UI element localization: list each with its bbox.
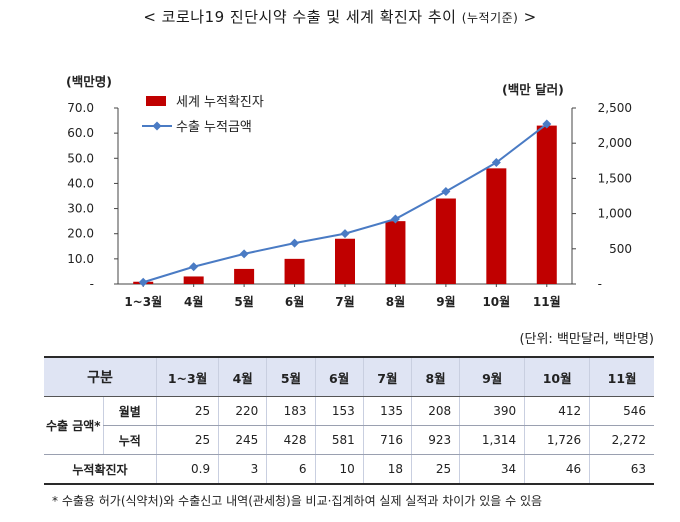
bar-confirmed-cases xyxy=(536,125,557,284)
table-header-cell: 구분 xyxy=(44,356,157,397)
y-left-axis-label: (백만명) xyxy=(66,74,112,89)
y-left-tick-label: 50.0 xyxy=(67,151,94,165)
x-tick-label: 6월 xyxy=(285,294,304,309)
table-cell: 135 xyxy=(362,396,412,426)
page-title: < 코로나19 진단시약 수출 및 세계 확진자 추이 (누적기준) > xyxy=(0,6,680,27)
y-right-tick-label: 1,000 xyxy=(598,207,632,221)
table-cell: 208 xyxy=(410,396,460,426)
table-header-row: 구분 1~3월 4월 5월 6월 7월 8월 9월 10월 11월 xyxy=(44,356,654,397)
table-cell: 6 xyxy=(266,454,316,485)
y-right-tick-label: - xyxy=(598,277,602,291)
table-cell: 2,272 xyxy=(589,425,654,455)
bar-confirmed-cases xyxy=(284,258,305,284)
table-cell: 220 xyxy=(218,396,267,426)
x-tick-label: 1~3월 xyxy=(124,294,162,309)
bar-confirmed-cases xyxy=(435,198,456,284)
y-left-tick-label: 20.0 xyxy=(67,227,94,241)
title-end: > xyxy=(523,8,537,26)
table-header-cell: 9월 xyxy=(459,356,525,397)
x-tick-label: 7월 xyxy=(335,294,354,309)
table-cell: 25 xyxy=(155,425,219,455)
legend-swatch-marker xyxy=(152,121,162,131)
table-row: 누적 25 245 428 581 716 923 1,314 1,726 2,… xyxy=(44,425,654,455)
table-header-cell: 6월 xyxy=(314,356,364,397)
table-cell: 63 xyxy=(589,454,654,485)
table-cell: 25 xyxy=(410,454,460,485)
row-label: 누적 xyxy=(102,425,157,455)
x-tick-label: 11월 xyxy=(533,294,561,309)
x-tick-label: 9월 xyxy=(436,294,455,309)
table-cell: 245 xyxy=(218,425,267,455)
table-cell: 18 xyxy=(362,454,412,485)
bar-confirmed-cases xyxy=(234,268,255,284)
table-cell: 716 xyxy=(362,425,412,455)
table-row: 수출 금액* 월별 25 220 183 153 135 208 390 412… xyxy=(44,396,654,455)
y-left-tick-label: 60.0 xyxy=(67,126,94,140)
group-label: 수출 금액* xyxy=(44,396,104,455)
table-cell: 0.9 xyxy=(155,454,219,485)
legend-label-bar: 세계 누적확진자 xyxy=(176,95,264,110)
y-right-tick-label: 1,500 xyxy=(598,171,632,185)
table-cell: 390 xyxy=(459,396,525,426)
table-header-cell: 4월 xyxy=(218,356,267,397)
unit-note: (단위: 백만달러, 백만명) xyxy=(519,332,654,347)
table-cell: 153 xyxy=(314,396,364,426)
table-cell: 34 xyxy=(459,454,525,485)
table-header-cell: 7월 xyxy=(362,356,412,397)
table-cell: 1,314 xyxy=(459,425,525,455)
y-left-tick-label: 30.0 xyxy=(67,202,94,216)
table-cell: 46 xyxy=(524,454,590,485)
bar-confirmed-cases xyxy=(183,276,204,284)
table-row: 누적확진자 0.9 3 6 10 18 25 34 46 63 xyxy=(44,454,654,485)
y-right-tick-label: 2,000 xyxy=(598,136,632,150)
bar-confirmed-cases xyxy=(486,168,507,284)
line-point-export-amount xyxy=(138,277,148,287)
table-cell: 923 xyxy=(410,425,460,455)
table-cell: 3 xyxy=(218,454,267,485)
line-point-export-amount xyxy=(390,214,400,224)
legend-swatch-bar xyxy=(146,96,166,106)
table-header-cell: 10월 xyxy=(524,356,590,397)
x-tick-label: 8월 xyxy=(386,294,405,309)
legend-label-line: 수출 누적금액 xyxy=(176,120,252,135)
title-main: < 코로나19 진단시약 수출 및 세계 확진자 추이 xyxy=(143,8,457,26)
table-cell: 1,726 xyxy=(524,425,590,455)
data-table: 구분 1~3월 4월 5월 6월 7월 8월 9월 10월 11월 수출 금액*… xyxy=(44,356,654,485)
bar-confirmed-cases xyxy=(385,221,406,284)
line-point-export-amount xyxy=(491,157,501,167)
y-right-axis-label: (백만 달러) xyxy=(502,82,564,97)
title-sub: (누적기준) xyxy=(461,11,519,25)
y-left-tick-label: - xyxy=(90,277,94,291)
y-right-tick-label: 2,500 xyxy=(598,101,632,115)
x-tick-label: 5월 xyxy=(234,294,253,309)
x-tick-label: 10월 xyxy=(482,294,510,309)
table-header-cell: 1~3월 xyxy=(155,356,219,397)
line-point-export-amount xyxy=(542,119,552,129)
table-cell: 428 xyxy=(266,425,316,455)
table-header-cell: 5월 xyxy=(266,356,316,397)
line-point-export-amount xyxy=(290,238,300,248)
table-header-cell: 11월 xyxy=(589,356,654,397)
combo-chart: - 10.0 20.0 30.0 40.0 50.0 60.0 70.0 - 500 1,000 1,… xyxy=(66,74,632,309)
line-point-export-amount xyxy=(189,262,199,272)
table-cell: 10 xyxy=(314,454,364,485)
table-cell: 546 xyxy=(589,396,654,426)
table-cell: 25 xyxy=(155,396,219,426)
table-cell: 581 xyxy=(314,425,364,455)
row-label: 월별 xyxy=(102,396,157,426)
x-tick-label: 4월 xyxy=(184,294,203,309)
table-header-cell: 8월 xyxy=(410,356,460,397)
footnote: * 수출용 허가(식약처)와 수출신고 내역(관세청)을 비교·집계하여 실제 … xyxy=(52,494,543,508)
table-cell: 183 xyxy=(266,396,316,426)
y-left-tick-label: 40.0 xyxy=(67,176,94,190)
y-left-tick-label: 70.0 xyxy=(67,101,94,115)
line-point-export-amount xyxy=(441,186,451,196)
table-cell: 412 xyxy=(524,396,590,426)
row-label: 누적확진자 xyxy=(44,454,157,485)
bar-confirmed-cases xyxy=(335,238,355,284)
line-point-export-amount xyxy=(340,229,350,239)
y-right-tick-label: 500 xyxy=(609,242,632,256)
line-point-export-amount xyxy=(239,249,249,259)
y-left-tick-label: 10.0 xyxy=(67,252,94,266)
